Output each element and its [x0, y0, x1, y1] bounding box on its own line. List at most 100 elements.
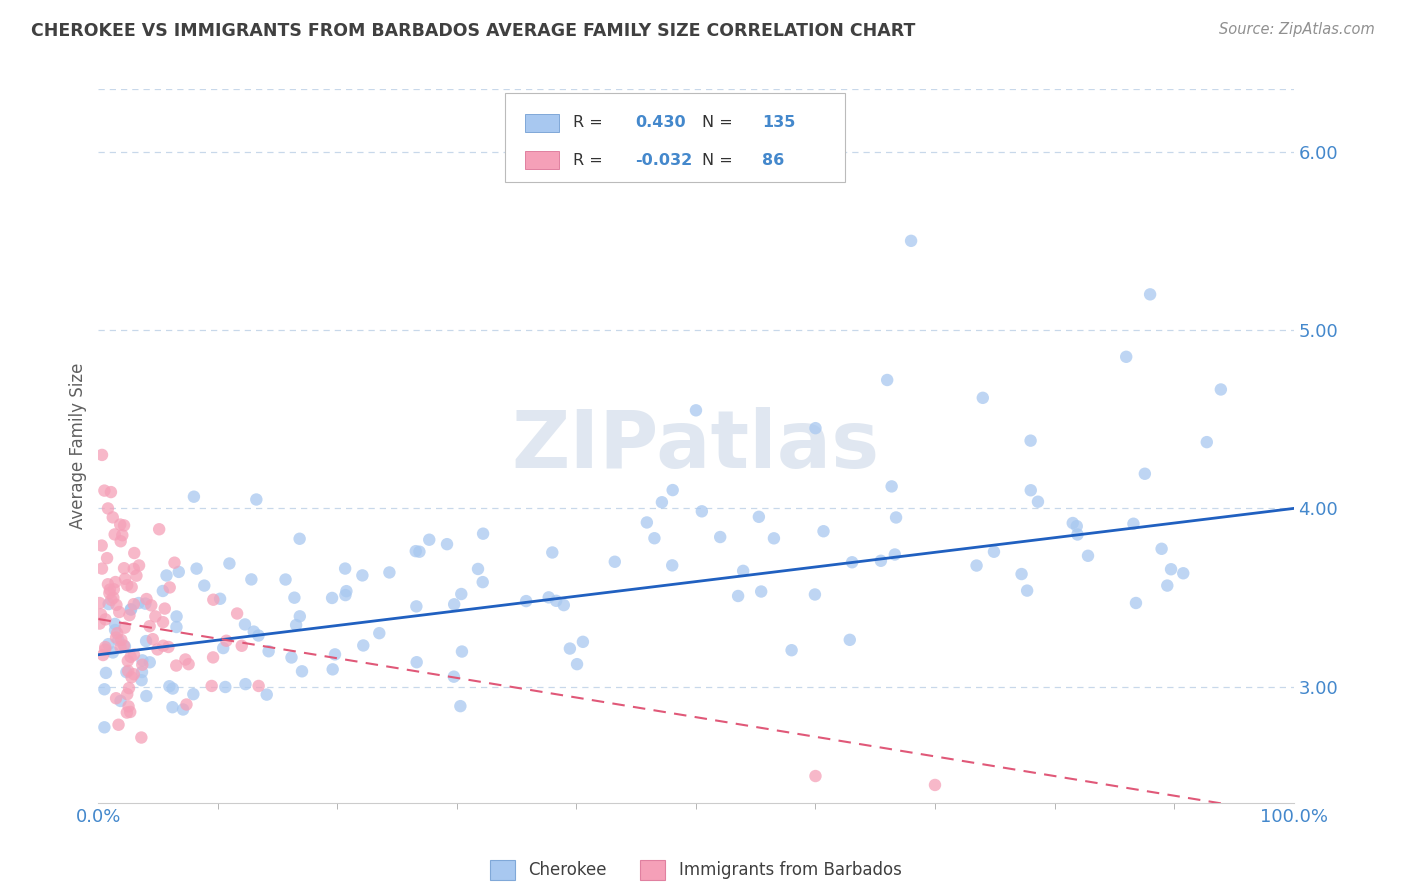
- Point: [112, 639, 135, 653]
- Point: [1209, 383, 1232, 397]
- Point: [685, 403, 707, 417]
- Point: [1139, 287, 1161, 301]
- Point: [135, 592, 157, 607]
- Point: [120, 602, 142, 616]
- Point: [117, 654, 139, 668]
- Point: [117, 699, 139, 714]
- Point: [335, 584, 357, 599]
- Point: [103, 582, 125, 597]
- Point: [157, 679, 180, 693]
- Point: [870, 554, 893, 568]
- Point: [120, 602, 142, 616]
- Point: [924, 778, 946, 792]
- Point: [378, 566, 401, 580]
- Point: [159, 581, 181, 595]
- Point: [443, 597, 465, 611]
- Point: [166, 609, 188, 624]
- Point: [285, 618, 308, 632]
- Point: [155, 568, 177, 582]
- Point: [256, 688, 278, 702]
- Point: [643, 531, 665, 545]
- Point: [128, 558, 150, 573]
- Point: [111, 528, 134, 542]
- Point: [108, 605, 131, 619]
- Point: [107, 717, 129, 731]
- Point: [153, 601, 176, 615]
- Point: [104, 616, 127, 631]
- Point: [152, 584, 174, 599]
- Point: [96, 551, 118, 566]
- Point: [91, 648, 114, 662]
- Point: [89, 616, 111, 631]
- Point: [146, 642, 169, 657]
- Point: [100, 592, 122, 607]
- Point: [138, 619, 160, 633]
- Point: [122, 648, 145, 662]
- Point: [352, 568, 374, 582]
- Point: [128, 596, 150, 610]
- Point: [1125, 596, 1147, 610]
- Point: [900, 234, 922, 248]
- Point: [1019, 434, 1042, 448]
- Point: [1066, 527, 1088, 541]
- Point: [101, 645, 124, 659]
- Point: [131, 657, 153, 672]
- Point: [201, 679, 224, 693]
- Point: [152, 615, 174, 630]
- Point: [1195, 435, 1218, 450]
- Point: [105, 598, 128, 612]
- Point: [515, 594, 537, 608]
- Point: [202, 650, 225, 665]
- Point: [883, 548, 905, 562]
- Point: [94, 612, 117, 626]
- Point: [120, 705, 142, 719]
- Point: [121, 580, 143, 594]
- Point: [418, 533, 440, 547]
- Point: [94, 665, 117, 680]
- Point: [118, 681, 141, 695]
- Point: [572, 635, 595, 649]
- Point: [1066, 519, 1088, 533]
- Point: [93, 720, 115, 734]
- Point: [288, 532, 311, 546]
- FancyBboxPatch shape: [505, 93, 845, 182]
- Text: 86: 86: [762, 153, 785, 168]
- Point: [162, 700, 184, 714]
- Point: [174, 652, 197, 666]
- Point: [546, 594, 568, 608]
- Point: [233, 617, 256, 632]
- Point: [804, 769, 827, 783]
- Point: [98, 586, 121, 600]
- Point: [105, 691, 128, 706]
- Point: [240, 573, 263, 587]
- Point: [1019, 483, 1042, 498]
- Point: [235, 677, 257, 691]
- Point: [661, 558, 683, 573]
- Point: [368, 626, 391, 640]
- Point: [323, 648, 346, 662]
- Point: [405, 655, 427, 669]
- Point: [804, 421, 827, 435]
- Point: [838, 632, 860, 647]
- Point: [983, 545, 1005, 559]
- Point: [131, 653, 153, 667]
- Point: [97, 637, 120, 651]
- Point: [467, 562, 489, 576]
- Point: [142, 632, 165, 647]
- Point: [105, 631, 128, 645]
- Point: [733, 564, 755, 578]
- Point: [471, 575, 494, 590]
- Point: [110, 534, 132, 549]
- Point: [172, 702, 194, 716]
- Point: [1011, 567, 1033, 582]
- Point: [280, 650, 302, 665]
- Point: [813, 524, 835, 539]
- Point: [537, 591, 560, 605]
- Point: [115, 665, 138, 679]
- Point: [749, 584, 772, 599]
- Point: [145, 609, 167, 624]
- Point: [436, 537, 458, 551]
- Text: R =: R =: [572, 115, 607, 130]
- Point: [110, 694, 132, 708]
- Point: [257, 644, 280, 658]
